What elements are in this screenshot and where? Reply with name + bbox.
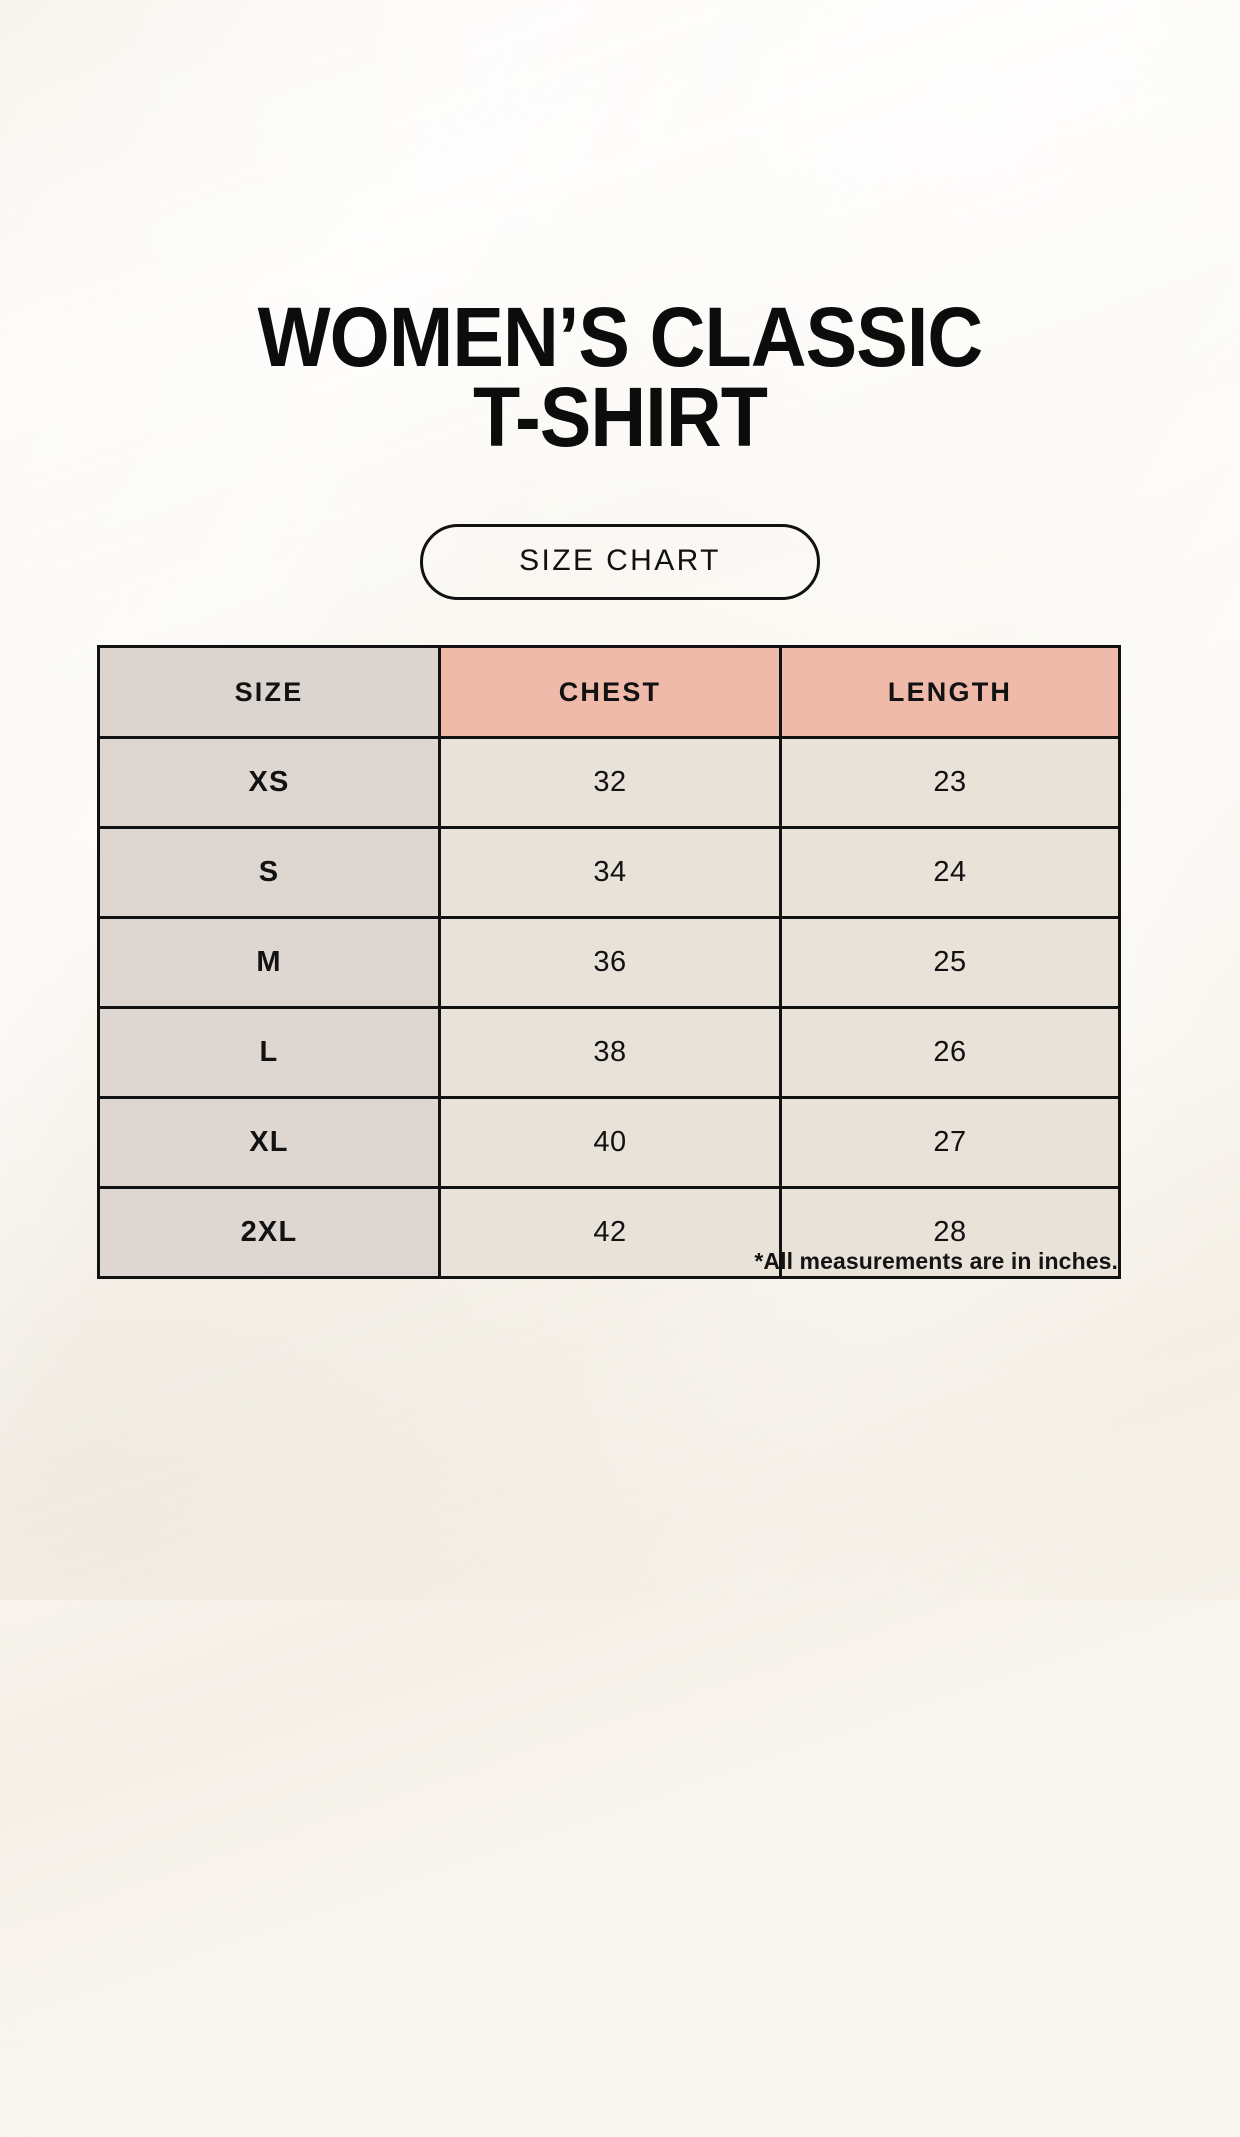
cell-length: 23 <box>779 736 1121 829</box>
cell-chest: 36 <box>438 916 782 1009</box>
column-header-length: LENGTH <box>779 645 1121 739</box>
column-header-chest: CHEST <box>438 645 782 739</box>
table-row: XS 32 23 <box>97 736 1121 829</box>
cell-size: S <box>97 826 441 919</box>
size-table: SIZE CHEST LENGTH XS 32 23 S 34 24 M <box>97 645 1121 1279</box>
table-row: XL 40 27 <box>97 1096 1121 1189</box>
cell-size: XS <box>97 736 441 829</box>
size-chart-badge: SIZE CHART <box>420 524 820 600</box>
badge-container: SIZE CHART <box>0 524 1240 600</box>
cell-chest: 32 <box>438 736 782 829</box>
cell-length: 27 <box>779 1096 1121 1189</box>
cell-chest: 38 <box>438 1006 782 1099</box>
page-title: WOMEN’S CLASSIC T-SHIRT <box>257 290 984 464</box>
size-chart-poster: WOMEN’S CLASSIC T-SHIRT SIZE CHART SIZE … <box>0 290 1240 1279</box>
size-table-container: SIZE CHEST LENGTH XS 32 23 S 34 24 M <box>97 645 1121 1279</box>
table-header-row: SIZE CHEST LENGTH <box>97 645 1121 739</box>
cell-chest: 40 <box>438 1096 782 1189</box>
cell-size: XL <box>97 1096 441 1189</box>
table-row: S 34 24 <box>97 826 1121 919</box>
cell-length: 24 <box>779 826 1121 919</box>
column-header-size: SIZE <box>97 645 441 739</box>
table-row: L 38 26 <box>97 1006 1121 1099</box>
cell-size: M <box>97 916 441 1009</box>
table-row: M 36 25 <box>97 916 1121 1009</box>
cell-chest: 34 <box>438 826 782 919</box>
cell-size: L <box>97 1006 441 1099</box>
cell-length: 26 <box>779 1006 1121 1099</box>
cell-length: 25 <box>779 916 1121 1009</box>
measurements-footnote: *All measurements are in inches. <box>754 1248 1118 1274</box>
